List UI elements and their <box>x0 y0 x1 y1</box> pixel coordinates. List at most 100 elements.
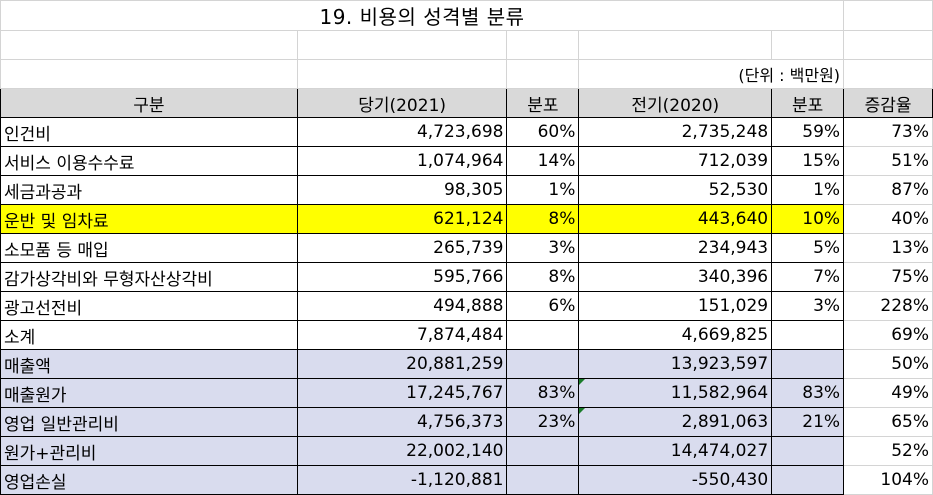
cell-empty[interactable] <box>0 59 298 89</box>
sheet-title[interactable]: 19. 비용의 성격별 분류 <box>0 0 845 31</box>
current-value[interactable]: 20,881,259 <box>296 349 508 379</box>
previous-share[interactable] <box>771 320 845 350</box>
table-row: 소모품 등 매입 265,739 3% 234,943 5% 13% <box>0 233 933 263</box>
previous-share[interactable] <box>771 465 845 495</box>
cell-empty[interactable] <box>843 30 933 60</box>
previous-share[interactable]: 59% <box>771 117 845 147</box>
previous-share[interactable]: 83% <box>771 378 845 408</box>
row-label[interactable]: 매출원가 <box>0 378 298 408</box>
cell-empty[interactable] <box>296 59 508 89</box>
row-label[interactable]: 인건비 <box>0 117 298 147</box>
current-value[interactable]: 265,739 <box>296 233 508 263</box>
change-rate[interactable]: 104% <box>843 465 933 495</box>
current-value[interactable]: -1,120,881 <box>296 465 508 495</box>
current-value[interactable]: 98,305 <box>296 175 508 205</box>
row-label[interactable]: 광고선전비 <box>0 291 298 321</box>
current-share[interactable]: 1% <box>506 175 580 205</box>
change-rate[interactable]: 75% <box>843 262 933 292</box>
cell-empty[interactable] <box>506 59 580 89</box>
current-share[interactable]: 83% <box>506 378 580 408</box>
cell-empty[interactable] <box>0 30 298 60</box>
previous-value[interactable]: 234,943 <box>578 233 773 263</box>
cell-empty[interactable] <box>296 30 508 60</box>
change-rate[interactable]: 50% <box>843 349 933 379</box>
current-value[interactable]: 621,124 <box>296 204 508 234</box>
current-share[interactable] <box>506 436 580 466</box>
current-value[interactable]: 494,888 <box>296 291 508 321</box>
cell-empty[interactable] <box>506 30 580 60</box>
row-label[interactable]: 운반 및 임차료 <box>0 204 298 234</box>
current-value[interactable]: 4,723,698 <box>296 117 508 147</box>
cell-empty[interactable] <box>843 0 933 31</box>
previous-value[interactable]: 14,474,027 <box>578 436 773 466</box>
change-rate[interactable]: 51% <box>843 146 933 176</box>
row-label[interactable]: 소모품 등 매입 <box>0 233 298 263</box>
current-share[interactable]: 8% <box>506 262 580 292</box>
current-share[interactable]: 6% <box>506 291 580 321</box>
header-previous[interactable]: 전기(2020) <box>578 88 773 118</box>
row-label[interactable]: 소계 <box>0 320 298 350</box>
previous-value[interactable]: 443,640 <box>578 204 773 234</box>
current-value[interactable]: 7,874,484 <box>296 320 508 350</box>
previous-share[interactable]: 15% <box>771 146 845 176</box>
row-label[interactable]: 영업손실 <box>0 465 298 495</box>
change-rate[interactable]: 65% <box>843 407 933 437</box>
current-share[interactable]: 14% <box>506 146 580 176</box>
previous-share[interactable]: 7% <box>771 262 845 292</box>
row-label[interactable]: 감가상각비와 무형자산상각비 <box>0 262 298 292</box>
current-share[interactable]: 23% <box>506 407 580 437</box>
previous-value[interactable]: 52,530 <box>578 175 773 205</box>
change-rate[interactable]: 49% <box>843 378 933 408</box>
previous-share[interactable]: 1% <box>771 175 845 205</box>
header-current-share[interactable]: 분포 <box>506 88 580 118</box>
current-value[interactable]: 22,002,140 <box>296 436 508 466</box>
previous-value[interactable]: 712,039 <box>578 146 773 176</box>
change-rate[interactable]: 69% <box>843 320 933 350</box>
change-rate[interactable]: 87% <box>843 175 933 205</box>
current-value[interactable]: 4,756,373 <box>296 407 508 437</box>
header-current[interactable]: 당기(2021) <box>296 88 508 118</box>
previous-share[interactable]: 21% <box>771 407 845 437</box>
previous-value[interactable]: -550,430 <box>578 465 773 495</box>
current-value[interactable]: 17,245,767 <box>296 378 508 408</box>
cell-empty[interactable] <box>578 30 773 60</box>
current-share[interactable]: 60% <box>506 117 580 147</box>
current-share[interactable]: 3% <box>506 233 580 263</box>
change-rate[interactable]: 40% <box>843 204 933 234</box>
previous-value[interactable]: 2,735,248 <box>578 117 773 147</box>
previous-share[interactable] <box>771 436 845 466</box>
change-rate[interactable]: 13% <box>843 233 933 263</box>
unit-label[interactable]: (단위 : 백만원) <box>578 59 845 89</box>
change-rate[interactable]: 52% <box>843 436 933 466</box>
previous-share[interactable]: 10% <box>771 204 845 234</box>
previous-value[interactable]: 4,669,825 <box>578 320 773 350</box>
current-share[interactable] <box>506 465 580 495</box>
header-category[interactable]: 구분 <box>0 88 298 118</box>
change-rate[interactable]: 228% <box>843 291 933 321</box>
previous-value[interactable]: 2,891,063 <box>578 407 773 437</box>
change-rate[interactable]: 73% <box>843 117 933 147</box>
current-value[interactable]: 595,766 <box>296 262 508 292</box>
row-label[interactable]: 매출액 <box>0 349 298 379</box>
table-row: 감가상각비와 무형자산상각비 595,766 8% 340,396 7% 75% <box>0 262 933 292</box>
cell-empty[interactable] <box>771 30 845 60</box>
current-share[interactable] <box>506 320 580 350</box>
row-label[interactable]: 서비스 이용수수료 <box>0 146 298 176</box>
previous-value[interactable]: 13,923,597 <box>578 349 773 379</box>
current-share[interactable] <box>506 349 580 379</box>
current-value[interactable]: 1,074,964 <box>296 146 508 176</box>
cell-empty[interactable] <box>843 59 933 89</box>
previous-share[interactable]: 5% <box>771 233 845 263</box>
previous-value[interactable]: 151,029 <box>578 291 773 321</box>
previous-share[interactable]: 3% <box>771 291 845 321</box>
table-row: 원가+관리비 22,002,140 14,474,027 52% <box>0 436 933 466</box>
current-share[interactable]: 8% <box>506 204 580 234</box>
row-label[interactable]: 세금과공과 <box>0 175 298 205</box>
row-label[interactable]: 원가+관리비 <box>0 436 298 466</box>
header-change-rate[interactable]: 증감율 <box>843 88 933 118</box>
previous-share[interactable] <box>771 349 845 379</box>
header-previous-share[interactable]: 분포 <box>771 88 845 118</box>
row-label[interactable]: 영업 일반관리비 <box>0 407 298 437</box>
previous-value[interactable]: 11,582,964 <box>578 378 773 408</box>
previous-value[interactable]: 340,396 <box>578 262 773 292</box>
